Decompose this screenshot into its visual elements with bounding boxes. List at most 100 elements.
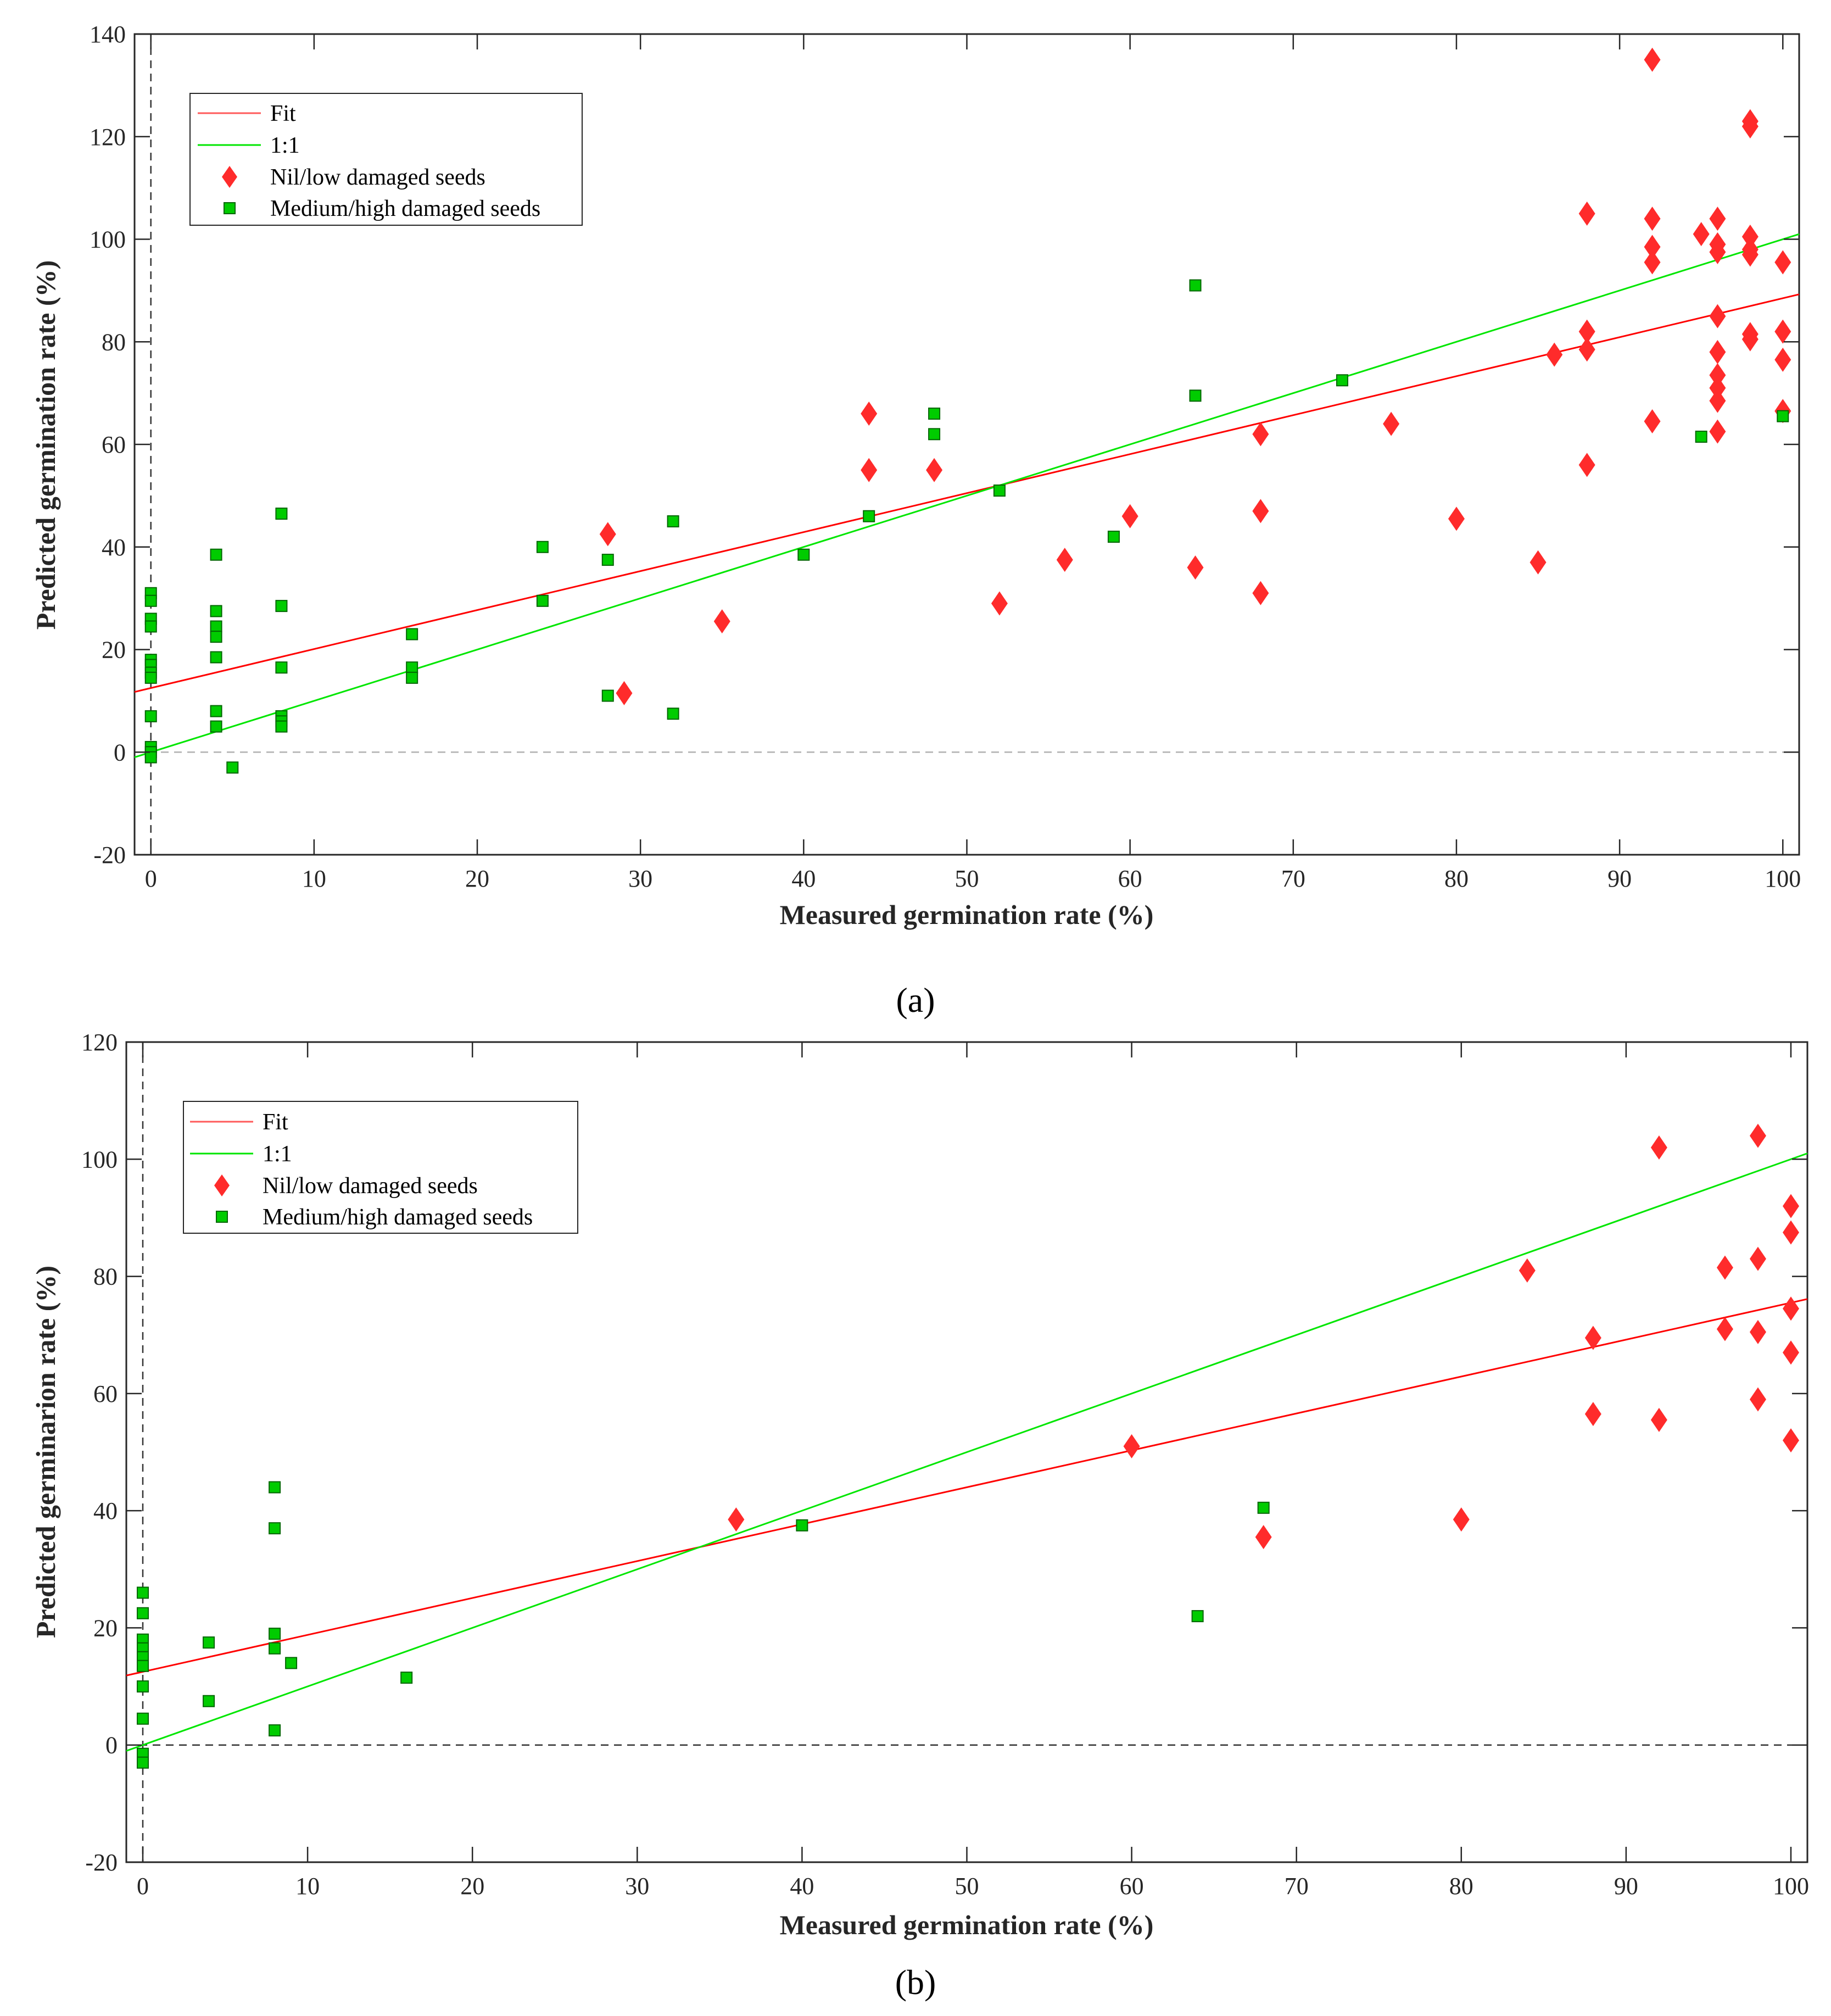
- med-high-point: [210, 631, 222, 643]
- nil-low-point: [1709, 207, 1726, 231]
- nil-low-point: [1749, 1387, 1766, 1412]
- med-high-point: [137, 1659, 149, 1672]
- nil-low-point: [1749, 1319, 1766, 1344]
- nil-low-point: [1774, 250, 1791, 275]
- nil-low-point: [599, 522, 616, 547]
- nil-low-point: [1252, 499, 1269, 524]
- legend-square-marker-b: [216, 1211, 228, 1223]
- y-tick-label: -20: [85, 1849, 118, 1876]
- panel-a: 0 10 20 30 40 50 60 70 80 90 100 -20 0 20 40 60 80 100 120…: [30, 21, 1801, 1020]
- med-high-point: [1191, 1610, 1204, 1623]
- fit-line: [126, 1298, 1808, 1677]
- nil-low-point: [1782, 1340, 1799, 1365]
- med-high-point: [536, 541, 549, 553]
- legend-med-high-label-a: Medium/high damaged seeds: [270, 196, 540, 221]
- med-high-point: [210, 605, 222, 617]
- med-high-point: [144, 751, 157, 764]
- nil-low-point: [1121, 504, 1138, 528]
- nil-low-point: [1741, 114, 1759, 139]
- med-high-point: [137, 1680, 149, 1693]
- nil-low-point: [1741, 327, 1759, 352]
- x-tick-label: 50: [955, 1873, 979, 1900]
- nil-low-point: [1644, 47, 1661, 72]
- x-tick-label: 0: [137, 1873, 149, 1900]
- med-high-point: [144, 594, 157, 607]
- x-tick-label: 70: [1281, 865, 1305, 892]
- x-tick-label: 10: [302, 865, 326, 892]
- nil-low-point: [1709, 376, 1726, 400]
- legend-fit-label-a: Fit: [270, 101, 296, 126]
- x-tick-label: 90: [1607, 865, 1632, 892]
- med-high-point: [667, 515, 679, 528]
- x-tick-label: 60: [1120, 1873, 1144, 1900]
- legend-nil-low-label-a: Nil/low damaged seeds: [270, 165, 485, 190]
- y-tick-label: 100: [90, 226, 126, 253]
- med-high-point: [993, 484, 1006, 497]
- x-tick-label: 0: [145, 865, 157, 892]
- nil-low-point: [1650, 1407, 1667, 1432]
- y-tick-label: 20: [102, 637, 126, 664]
- nil-low-point: [1709, 363, 1726, 387]
- panel-b: 0 10 20 30 40 50 60 70 80 90 100 -20 0 20 40 60 80 100 120…: [30, 1029, 1809, 2002]
- med-high-point: [285, 1657, 298, 1669]
- med-high-point: [210, 620, 222, 633]
- nil-low-point: [1529, 550, 1547, 575]
- x-tick-label: 30: [628, 865, 652, 892]
- y-tick-label: 0: [114, 739, 126, 766]
- med-high-point: [1777, 410, 1789, 422]
- y-axis-label-b: Predicted germinarion rate (%): [30, 1266, 61, 1638]
- x-tick-label: 80: [1449, 1873, 1473, 1900]
- nil-low-point: [1123, 1434, 1140, 1458]
- legend-diamond-marker-b: [214, 1174, 230, 1196]
- med-high-point: [144, 620, 157, 633]
- legend-nil-low-label-b: Nil/low damaged seeds: [263, 1173, 478, 1199]
- y-tick-label: 40: [93, 1497, 118, 1524]
- nil-low-point: [713, 609, 730, 634]
- nil-low-point: [1578, 201, 1595, 226]
- legend-one-to-one-label-b: 1:1: [263, 1141, 292, 1167]
- med-high-point: [406, 628, 418, 641]
- nil-low-point: [1519, 1258, 1536, 1283]
- nil-low-point: [1584, 1402, 1601, 1427]
- nil-low-point: [1741, 224, 1759, 249]
- med-high-point: [144, 710, 157, 722]
- x-tick-label: 60: [1118, 865, 1142, 892]
- x-tick-label: 90: [1614, 1873, 1638, 1900]
- one-to-one-line: [126, 1152, 1808, 1752]
- panel-label-b: (b): [895, 1963, 936, 2002]
- y-tick-label: 80: [102, 328, 126, 355]
- nil-low-point: [861, 401, 878, 426]
- nil-low-point: [1774, 319, 1791, 344]
- nil-low-point: [1709, 388, 1726, 413]
- x-tick-label: 100: [1773, 1873, 1809, 1900]
- nil-low-point: [1644, 207, 1661, 231]
- legend-diamond-marker-a: [222, 166, 237, 188]
- med-high-point: [1336, 374, 1348, 387]
- legend-b: Fit 1:1 Nil/low damaged seeds Medium/hig…: [183, 1101, 578, 1234]
- nil-low-point: [1650, 1135, 1667, 1160]
- med-high-point: [210, 548, 222, 561]
- nil-low-point: [926, 458, 943, 482]
- legend-one-to-one-label-a: 1:1: [270, 133, 300, 158]
- nil-low-point: [1716, 1255, 1733, 1280]
- y-tick-label: 60: [93, 1380, 118, 1407]
- med-high-point: [1257, 1501, 1270, 1514]
- fit-lines-b: [126, 1152, 1808, 1752]
- x-axis-label-b: Measured germination rate (%): [780, 1909, 1154, 1940]
- y-tick-label: 60: [102, 431, 126, 458]
- nil-low-point: [1252, 581, 1269, 605]
- med-high-point: [1695, 430, 1707, 443]
- nil-low-point: [1578, 337, 1595, 362]
- med-high-point: [137, 1712, 149, 1725]
- panel-label-a: (a): [896, 981, 935, 1020]
- med-high-point: [406, 661, 418, 674]
- fit-line: [134, 293, 1800, 693]
- med-high-point: [863, 510, 875, 522]
- med-high-point: [275, 661, 288, 674]
- nil-low-point: [1255, 1525, 1272, 1550]
- axis-ticks-b: 0 10 20 30 40 50 60 70 80 90 100 -20 0 20 40 60 80 100 120: [81, 1029, 1809, 1900]
- med-high-point: [137, 1756, 149, 1769]
- axis-ticks-a: 0 10 20 30 40 50 60 70 80 90 100 -20 0 20 40 60 80 100 120…: [90, 21, 1801, 892]
- med-high-point: [796, 1519, 808, 1532]
